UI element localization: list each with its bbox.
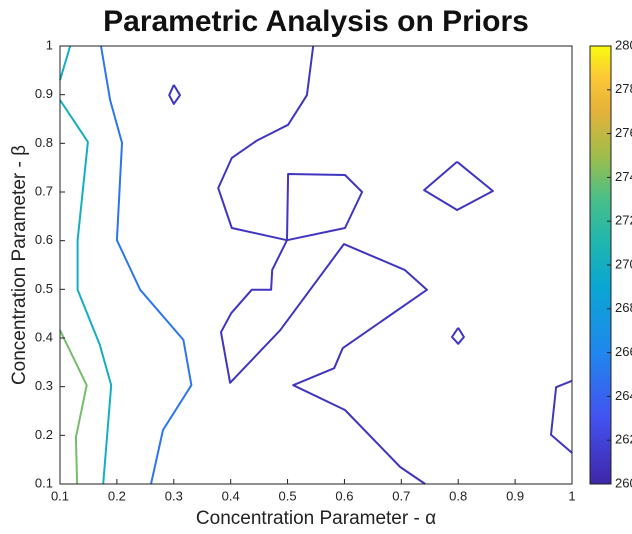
y-tick-label: 0.9 [35,86,53,101]
contour-line [59,329,88,485]
x-tick-label: 0.7 [392,488,410,503]
colorbar-tick-label: 264 [615,388,632,403]
colorbar-tick-label: 260 [615,475,632,490]
contour-line [59,99,113,485]
colorbar-tick-label: 268 [615,300,632,315]
y-tick-label: 0.1 [35,475,53,490]
x-tick-label: 0.8 [449,488,467,503]
contour-line [168,84,181,105]
x-tick-label: 0.1 [51,488,69,503]
y-tick-label: 0.7 [35,183,53,198]
y-tick-label: 0.4 [35,329,53,344]
y-axis-title: Concentration Parameter - β [9,145,30,385]
contour-line [286,173,364,242]
x-tick-label: 1 [568,488,575,503]
colorbar-tick-label: 280 [615,37,632,52]
contour-line [59,45,72,81]
x-tick-label: 0.4 [222,488,240,503]
y-tick-label: 0.2 [35,427,53,442]
contour-line [550,379,573,454]
colorbar-tick-label: 270 [615,256,632,271]
colorbar-tick-label: 262 [615,432,632,447]
contour-line [423,161,494,211]
y-tick-label: 1 [46,37,53,52]
colorbar-tick-label: 272 [615,213,632,228]
chart-title: Parametric Analysis on Priors [103,5,529,38]
y-tick-label: 0.6 [35,232,53,247]
y-tick-label: 0.5 [35,281,53,296]
y-tick-label: 0.3 [35,378,53,393]
contour-line [100,45,193,485]
contour-line [217,45,428,485]
colorbar-tick-label: 266 [615,344,632,359]
y-tick-label: 0.8 [35,135,53,150]
x-tick-label: 0.5 [279,488,297,503]
plot-frame [59,45,573,485]
x-axis-title: Concentration Parameter - α [196,508,436,529]
plot-area [60,46,572,484]
colorbar-tick-label: 276 [615,125,632,140]
x-tick-label: 0.9 [506,488,524,503]
colorbar-tick-label: 278 [615,81,632,96]
x-tick-label: 0.3 [165,488,183,503]
contour-line [451,327,465,345]
x-tick-label: 0.6 [335,488,353,503]
x-tick-label: 0.2 [108,488,126,503]
colorbar-tick-label: 274 [615,169,632,184]
